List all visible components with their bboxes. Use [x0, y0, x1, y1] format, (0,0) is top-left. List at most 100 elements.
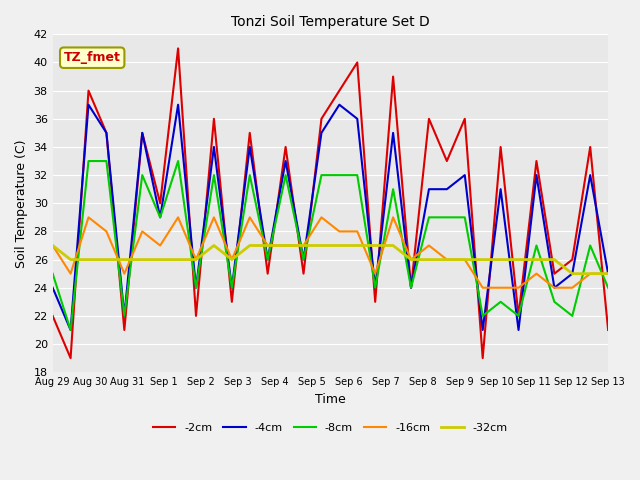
Legend: -2cm, -4cm, -8cm, -16cm, -32cm: -2cm, -4cm, -8cm, -16cm, -32cm: [148, 418, 512, 437]
-8cm: [246, 172, 253, 178]
-2cm: [335, 88, 343, 94]
-8cm: [174, 158, 182, 164]
-8cm: [335, 172, 343, 178]
-32cm: [282, 242, 289, 248]
-16cm: [586, 271, 594, 276]
-4cm: [479, 327, 486, 333]
-32cm: [532, 257, 540, 263]
-2cm: [389, 74, 397, 80]
-16cm: [67, 271, 74, 276]
-16cm: [228, 257, 236, 263]
-4cm: [120, 313, 128, 319]
-8cm: [479, 313, 486, 319]
-4cm: [353, 116, 361, 122]
Line: -8cm: -8cm: [52, 161, 608, 330]
-2cm: [532, 158, 540, 164]
-16cm: [192, 257, 200, 263]
-32cm: [300, 242, 307, 248]
-32cm: [568, 271, 576, 276]
-16cm: [568, 285, 576, 290]
-2cm: [443, 158, 451, 164]
-8cm: [532, 242, 540, 248]
-32cm: [120, 257, 128, 263]
-4cm: [425, 186, 433, 192]
-4cm: [586, 172, 594, 178]
-8cm: [586, 242, 594, 248]
-2cm: [479, 355, 486, 361]
-8cm: [425, 215, 433, 220]
Title: Tonzi Soil Temperature Set D: Tonzi Soil Temperature Set D: [231, 15, 430, 29]
-8cm: [604, 285, 612, 290]
-32cm: [461, 257, 468, 263]
-2cm: [371, 299, 379, 305]
-4cm: [67, 327, 74, 333]
-4cm: [49, 285, 56, 290]
-8cm: [84, 158, 92, 164]
Y-axis label: Soil Temperature (C): Soil Temperature (C): [15, 139, 28, 267]
-32cm: [443, 257, 451, 263]
-16cm: [353, 228, 361, 234]
-32cm: [371, 242, 379, 248]
-2cm: [102, 130, 110, 136]
-32cm: [102, 257, 110, 263]
-4cm: [102, 130, 110, 136]
Line: -16cm: -16cm: [52, 217, 608, 288]
-2cm: [604, 327, 612, 333]
-16cm: [371, 271, 379, 276]
-2cm: [138, 130, 146, 136]
-8cm: [67, 327, 74, 333]
-16cm: [604, 271, 612, 276]
Line: -2cm: -2cm: [52, 48, 608, 358]
-8cm: [138, 172, 146, 178]
-4cm: [210, 144, 218, 150]
-4cm: [604, 271, 612, 276]
-8cm: [192, 285, 200, 290]
-16cm: [210, 215, 218, 220]
-4cm: [515, 327, 522, 333]
-4cm: [389, 130, 397, 136]
-16cm: [479, 285, 486, 290]
-16cm: [335, 228, 343, 234]
-16cm: [174, 215, 182, 220]
-32cm: [156, 257, 164, 263]
-16cm: [389, 215, 397, 220]
-4cm: [461, 172, 468, 178]
-2cm: [192, 313, 200, 319]
-32cm: [138, 257, 146, 263]
-16cm: [425, 242, 433, 248]
-16cm: [300, 242, 307, 248]
-8cm: [389, 186, 397, 192]
-2cm: [515, 313, 522, 319]
-8cm: [407, 285, 415, 290]
-2cm: [49, 313, 56, 319]
-2cm: [461, 116, 468, 122]
-4cm: [264, 257, 271, 263]
-2cm: [156, 200, 164, 206]
-8cm: [568, 313, 576, 319]
-4cm: [300, 257, 307, 263]
-16cm: [532, 271, 540, 276]
-32cm: [407, 257, 415, 263]
-2cm: [228, 299, 236, 305]
-16cm: [407, 257, 415, 263]
-32cm: [604, 271, 612, 276]
-4cm: [246, 144, 253, 150]
-2cm: [282, 144, 289, 150]
-8cm: [371, 285, 379, 290]
-32cm: [264, 242, 271, 248]
-2cm: [120, 327, 128, 333]
-32cm: [550, 257, 558, 263]
-16cm: [497, 285, 504, 290]
-32cm: [228, 257, 236, 263]
-16cm: [264, 242, 271, 248]
-8cm: [156, 215, 164, 220]
-8cm: [443, 215, 451, 220]
-16cm: [120, 271, 128, 276]
-2cm: [264, 271, 271, 276]
-32cm: [174, 257, 182, 263]
-8cm: [461, 215, 468, 220]
-2cm: [425, 116, 433, 122]
-32cm: [335, 242, 343, 248]
-32cm: [586, 271, 594, 276]
-16cm: [84, 215, 92, 220]
